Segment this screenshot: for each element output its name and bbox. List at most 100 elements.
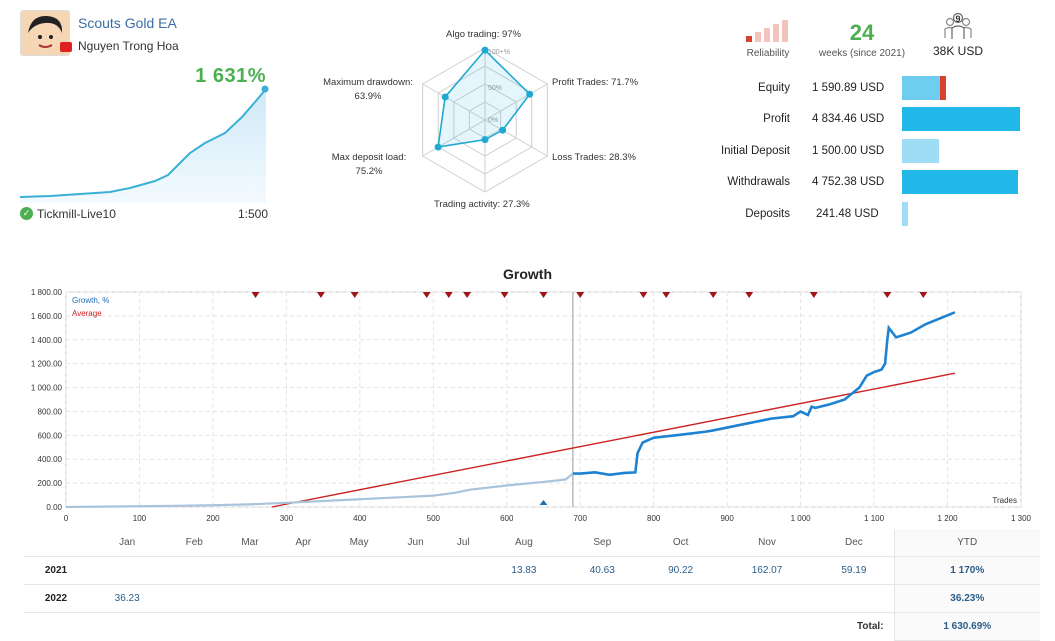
subscribers-count: 9 [955, 14, 961, 24]
month-header: Sep [563, 529, 642, 557]
total-gain: 1 631% [195, 65, 266, 87]
trade-marker [539, 292, 548, 298]
plot-area [65, 291, 1022, 508]
author-avatar[interactable] [20, 10, 70, 56]
month-header: Jan [88, 529, 167, 557]
month-value [222, 556, 278, 585]
radar-point [526, 90, 534, 98]
month-value [328, 584, 390, 613]
growth-chart[interactable]: 0.00 200.00 400.00 600.00 800.00 1 000.00 1 20… [0, 284, 1055, 524]
trade-marker [745, 292, 754, 298]
radar-ring-label: 0% [488, 117, 498, 124]
radar-axis [422, 119, 486, 157]
month-header: Feb [166, 529, 223, 557]
trade-marker [463, 292, 472, 298]
month-header: Dec [814, 529, 895, 557]
radar-axis [484, 119, 548, 157]
balance-value-initial-deposit: 1 500.00 USD [812, 145, 885, 157]
ytd-value[interactable]: 36.23% [893, 584, 1040, 613]
y-tick-label: 1 200.00 [31, 360, 63, 369]
month-value [719, 584, 815, 613]
mini-growth-area [20, 89, 266, 203]
month-header: Oct [641, 529, 720, 557]
radar-label-drawdown-name: Maximum drawdown: [323, 77, 413, 88]
radar-point [481, 136, 489, 144]
month-value [441, 584, 485, 613]
month-header: Jun [389, 529, 442, 557]
author-name[interactable]: Nguyen Trong Hoa [78, 39, 179, 53]
mini-growth-line [20, 88, 267, 198]
signal-title[interactable]: Scouts Gold EA [78, 15, 177, 31]
average-line [271, 372, 956, 508]
month-value [814, 584, 895, 613]
radar-label-drawdown-value: 63.9% [354, 91, 382, 102]
trade-marker [316, 292, 325, 298]
x-tick-label: 1 300 [1011, 514, 1032, 523]
trade-marker [422, 292, 431, 298]
month-value[interactable]: 36.23 [88, 584, 167, 613]
ytd-value[interactable]: 1 170% [893, 556, 1040, 585]
radar-label-algo: Algo trading: 97% [446, 29, 521, 40]
month-header: Jul [441, 529, 485, 557]
reliability-bar-5 [782, 20, 788, 42]
balance-bar [902, 202, 908, 226]
x-tick-label: 1 000 [791, 514, 812, 523]
verified-check-icon: ✓ [20, 207, 33, 220]
x-tick-label: 100 [133, 514, 147, 523]
month-value [563, 584, 642, 613]
reliability-icon [746, 20, 788, 42]
leverage: 1:500 [237, 207, 268, 221]
month-value[interactable]: 13.83 [484, 556, 564, 585]
month-value[interactable]: 162.07 [719, 556, 815, 585]
balance-value-profit: 4 834.46 USD [812, 113, 885, 125]
balance-label-initial-deposit: Initial Deposit [720, 145, 790, 157]
balance-label-profit: Profit [763, 113, 790, 125]
month-header: Mar [222, 529, 278, 557]
radar-point [434, 143, 442, 151]
x-tick-label: 400 [353, 514, 367, 523]
y-tick-label: 400.00 [38, 455, 63, 464]
radar-label-activity: Trading activity: 27.3% [434, 199, 530, 210]
radar-label-drawdown: Maximum drawdown: 63.9% [318, 77, 418, 102]
total-row: Total: 1 630.69% [24, 612, 1040, 641]
y-tick-label: 0.00 [46, 503, 62, 512]
x-tick-label: 1 200 [938, 514, 959, 523]
month-value[interactable]: 90.22 [641, 556, 720, 585]
reliability-bar-1 [746, 36, 752, 42]
radar-point [499, 126, 507, 134]
month-value [484, 584, 564, 613]
ytd-header: YTD [893, 529, 1040, 557]
month-value [222, 584, 278, 613]
subscribers-icon: 9 [940, 8, 976, 42]
mini-growth-endpoint [261, 85, 269, 93]
reliability-bar-2 [755, 32, 761, 42]
month-value [389, 584, 442, 613]
trade-marker [883, 292, 892, 298]
month-value [277, 556, 329, 585]
radar-ring-label: 100+% [488, 49, 510, 56]
trade-marker [500, 292, 509, 298]
trade-marker [251, 292, 260, 298]
month-header: Apr [277, 529, 329, 557]
month-value[interactable]: 40.63 [563, 556, 642, 585]
trade-marker [639, 292, 648, 298]
broker-server[interactable]: Tickmill-Live10 [37, 207, 116, 221]
month-value[interactable]: 59.19 [814, 556, 895, 585]
balance-label-equity: Equity [758, 82, 790, 94]
year-cell: 2022 [24, 584, 88, 613]
month-value [328, 556, 390, 585]
country-flag-icon [60, 42, 72, 52]
radar-chart: 100+% 50% 0% [422, 46, 548, 193]
radar-label-load-value: 75.2% [355, 166, 383, 177]
month-value [166, 584, 223, 613]
x-tick-label: 200 [206, 514, 220, 523]
balance-bar [902, 107, 1020, 131]
x-tick-label: 900 [720, 514, 734, 523]
balance-label-deposits: Deposits [745, 208, 790, 220]
reliability-bar-3 [764, 28, 770, 42]
month-value [441, 556, 485, 585]
month-value [88, 556, 167, 585]
baseline-marker [539, 500, 548, 505]
y-tick-label: 1 600.00 [31, 312, 63, 321]
trade-marker [809, 292, 818, 298]
